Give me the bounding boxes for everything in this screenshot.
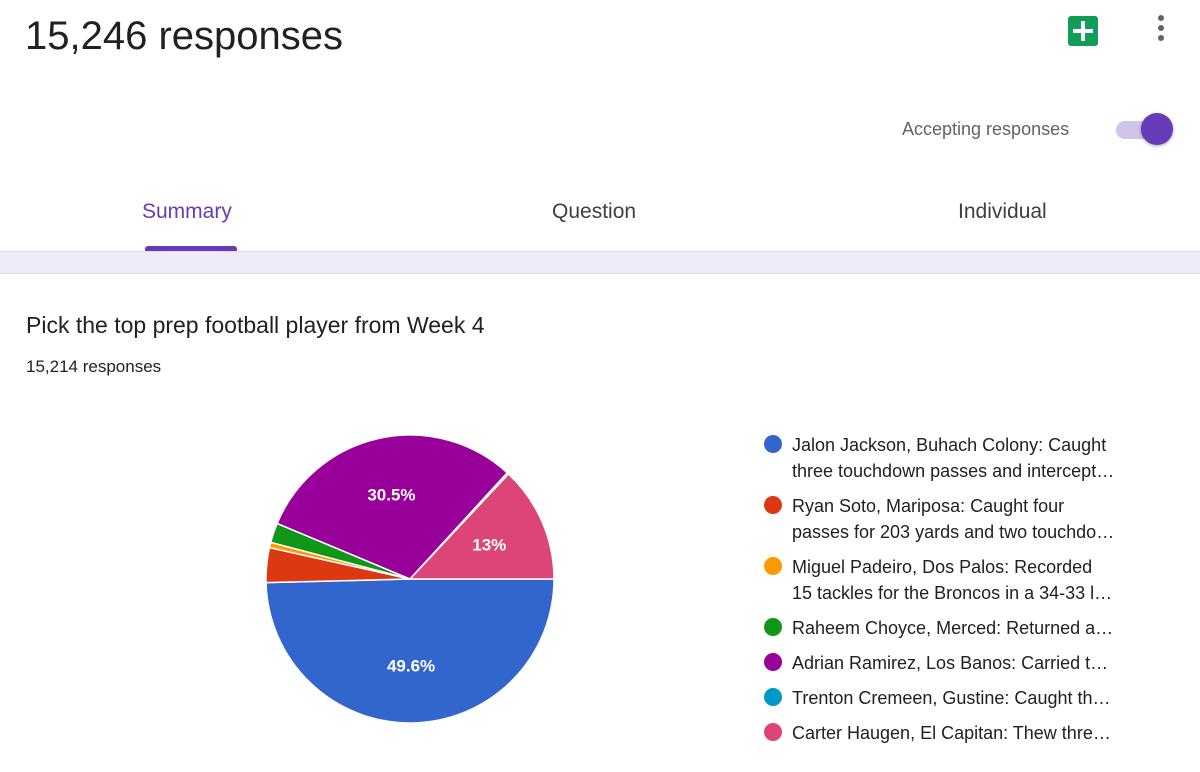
pie-slice-label: 13% [472, 536, 506, 555]
legend-item: Raheem Choyce, Merced: Returned a… [764, 615, 1144, 641]
legend-label-line: Trenton Cremeen, Gustine: Caught th… [792, 688, 1111, 708]
legend-swatch [764, 496, 782, 514]
legend-label-line: Jalon Jackson, Buhach Colony: Caught [792, 435, 1107, 455]
legend-label: Trenton Cremeen, Gustine: Caught th… [792, 685, 1134, 711]
pie-slice-label: 30.5% [367, 486, 415, 505]
legend-label-line: 15 tackles for the Broncos in a 34-33 l… [792, 583, 1113, 603]
legend-label: Raheem Choyce, Merced: Returned a… [792, 615, 1134, 641]
legend-item: Jalon Jackson, Buhach Colony: Caught thr… [764, 432, 1144, 484]
legend-label-line: Miguel Padeiro, Dos Palos: Recorded [792, 557, 1093, 577]
legend-label-line: Raheem Choyce, Merced: Returned a… [792, 618, 1114, 638]
pie-slice-label: 49.6% [387, 656, 435, 675]
legend-label-line: Ryan Soto, Mariposa: Caught four [792, 496, 1065, 516]
legend-item: Adrian Ramirez, Los Banos: Carried t… [764, 650, 1144, 676]
legend-label-line: Carter Haugen, El Capitan: Thew thre… [792, 723, 1111, 743]
pie-slice [276, 434, 509, 580]
sheets-plus-icon[interactable] [1067, 15, 1099, 47]
legend-swatch [764, 723, 782, 741]
pie-chart: 49.6% 30.5% 13% [265, 434, 555, 724]
legend-swatch [764, 653, 782, 671]
legend-swatch [764, 688, 782, 706]
tab-individual[interactable]: Individual [958, 200, 1047, 223]
legend-label: Miguel Padeiro, Dos Palos: Recorded 15 t… [792, 554, 1134, 606]
legend-swatch [764, 557, 782, 575]
legend-label: Carter Haugen, El Capitan: Thew thre… [792, 720, 1134, 746]
section-divider [0, 251, 1200, 274]
question-response-count: 15,214 responses [26, 357, 162, 376]
tab-question[interactable]: Question [552, 200, 637, 223]
more-vert-icon[interactable] [1150, 12, 1172, 46]
question-title: Pick the top prep football player from W… [26, 312, 485, 338]
toggle-knob [1141, 113, 1173, 145]
legend-label: Ryan Soto, Mariposa: Caught four passes … [792, 493, 1134, 545]
legend-label-line: passes for 203 yards and two touchdo… [792, 522, 1115, 542]
legend-item: Ryan Soto, Mariposa: Caught four passes … [764, 493, 1144, 545]
legend-item: Miguel Padeiro, Dos Palos: Recorded 15 t… [764, 554, 1144, 606]
legend-item: Carter Haugen, El Capitan: Thew thre… [764, 720, 1144, 746]
tab-summary[interactable]: Summary [142, 200, 232, 223]
accepting-responses-label: Accepting responses [902, 119, 1070, 139]
legend-swatch [764, 618, 782, 636]
responses-count-title: 15,246 responses [25, 14, 344, 58]
legend-label: Jalon Jackson, Buhach Colony: Caught thr… [792, 432, 1134, 484]
legend-label: Adrian Ramirez, Los Banos: Carried t… [792, 650, 1134, 676]
pie-slice [265, 578, 555, 724]
legend-label-line: Adrian Ramirez, Los Banos: Carried t… [792, 653, 1109, 673]
accepting-responses-toggle[interactable] [1114, 113, 1176, 145]
pie-slice [408, 472, 555, 580]
legend-swatch [764, 435, 782, 453]
active-tab-indicator [145, 246, 237, 251]
legend-label-line: three touchdown passes and intercept… [792, 461, 1115, 481]
chart-legend: Jalon Jackson, Buhach Colony: Caught thr… [764, 432, 1144, 755]
legend-item: Trenton Cremeen, Gustine: Caught th… [764, 685, 1144, 711]
